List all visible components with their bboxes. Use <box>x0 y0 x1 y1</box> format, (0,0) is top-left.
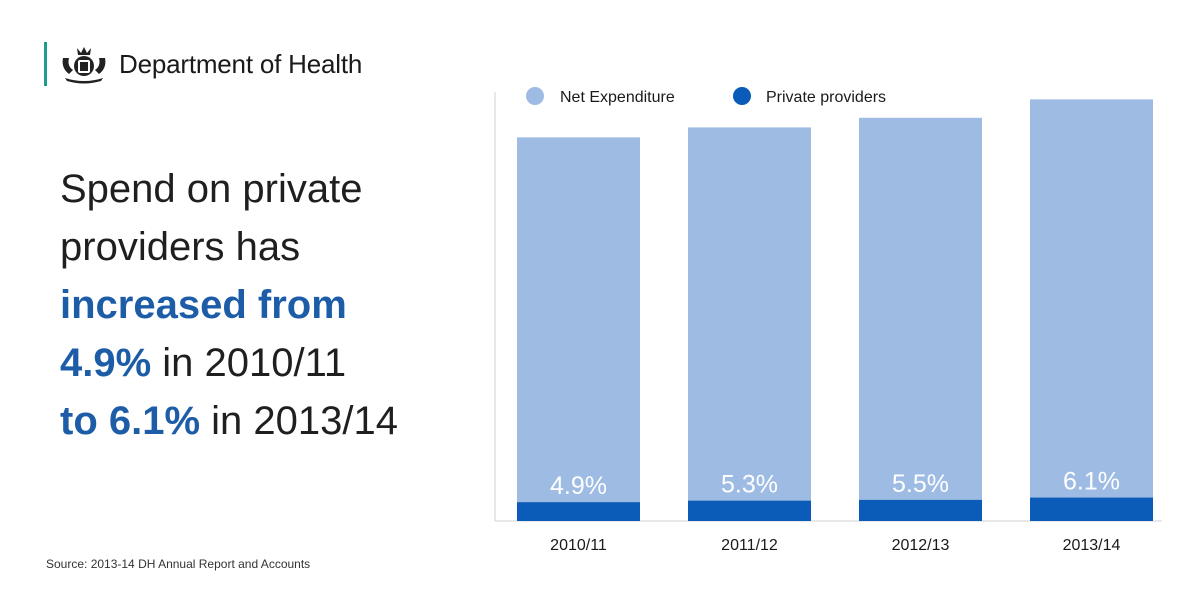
bar-value-label: 6.1% <box>1063 468 1120 496</box>
headline-line-4: 4.9% in 2010/11 <box>60 334 480 392</box>
net-expenditure-bar <box>1030 99 1153 521</box>
headline-line-5: to 6.1% in 2013/14 <box>60 392 480 450</box>
private-providers-bar <box>517 502 640 521</box>
headline-start-year: in 2010/11 <box>151 341 347 385</box>
headline-line-1: Spend on private <box>60 167 363 211</box>
headline-end-value: to 6.1% <box>60 399 201 443</box>
x-tick-label: 2011/12 <box>721 537 778 554</box>
x-tick-label: 2013/14 <box>1063 537 1121 554</box>
expenditure-bar-chart: 4.9% 2010/11 5.3% 2011/12 5.5% 2012/13 6.1% 201… <box>494 87 1162 554</box>
headline-end-year: in 2013/14 <box>200 399 398 443</box>
private-providers-bar <box>1030 497 1153 521</box>
legend-label-net-expenditure: Net Expenditure <box>560 89 675 106</box>
bar-value-label: 4.9% <box>550 472 607 500</box>
net-expenditure-bar <box>517 137 640 521</box>
source-note: Source: 2013-14 DH Annual Report and Acc… <box>46 557 311 571</box>
logo-accent-bar <box>44 42 47 86</box>
headline-line-3: increased from <box>60 283 347 327</box>
headline-line-2: providers has <box>60 225 301 269</box>
legend-marker-net-expenditure <box>526 87 544 105</box>
net-expenditure-bar <box>859 117 982 521</box>
x-tick-label: 2010/11 <box>550 537 607 554</box>
department-name: Department of Health <box>119 48 363 79</box>
department-logo: Department of Health <box>44 42 362 86</box>
legend-marker-private-providers <box>733 87 751 105</box>
private-providers-bar <box>859 499 982 521</box>
headline: Spend on private providers has increased… <box>60 160 480 450</box>
bar-value-label: 5.5% <box>892 470 949 498</box>
royal-coat-of-arms-icon <box>62 47 106 84</box>
x-tick-label: 2012/13 <box>892 537 950 554</box>
private-providers-bar <box>688 500 811 521</box>
bar-value-label: 5.3% <box>721 471 778 499</box>
headline-start-value: 4.9% <box>60 341 152 385</box>
legend-label-private-providers: Private providers <box>766 89 886 106</box>
net-expenditure-bar <box>688 127 811 521</box>
